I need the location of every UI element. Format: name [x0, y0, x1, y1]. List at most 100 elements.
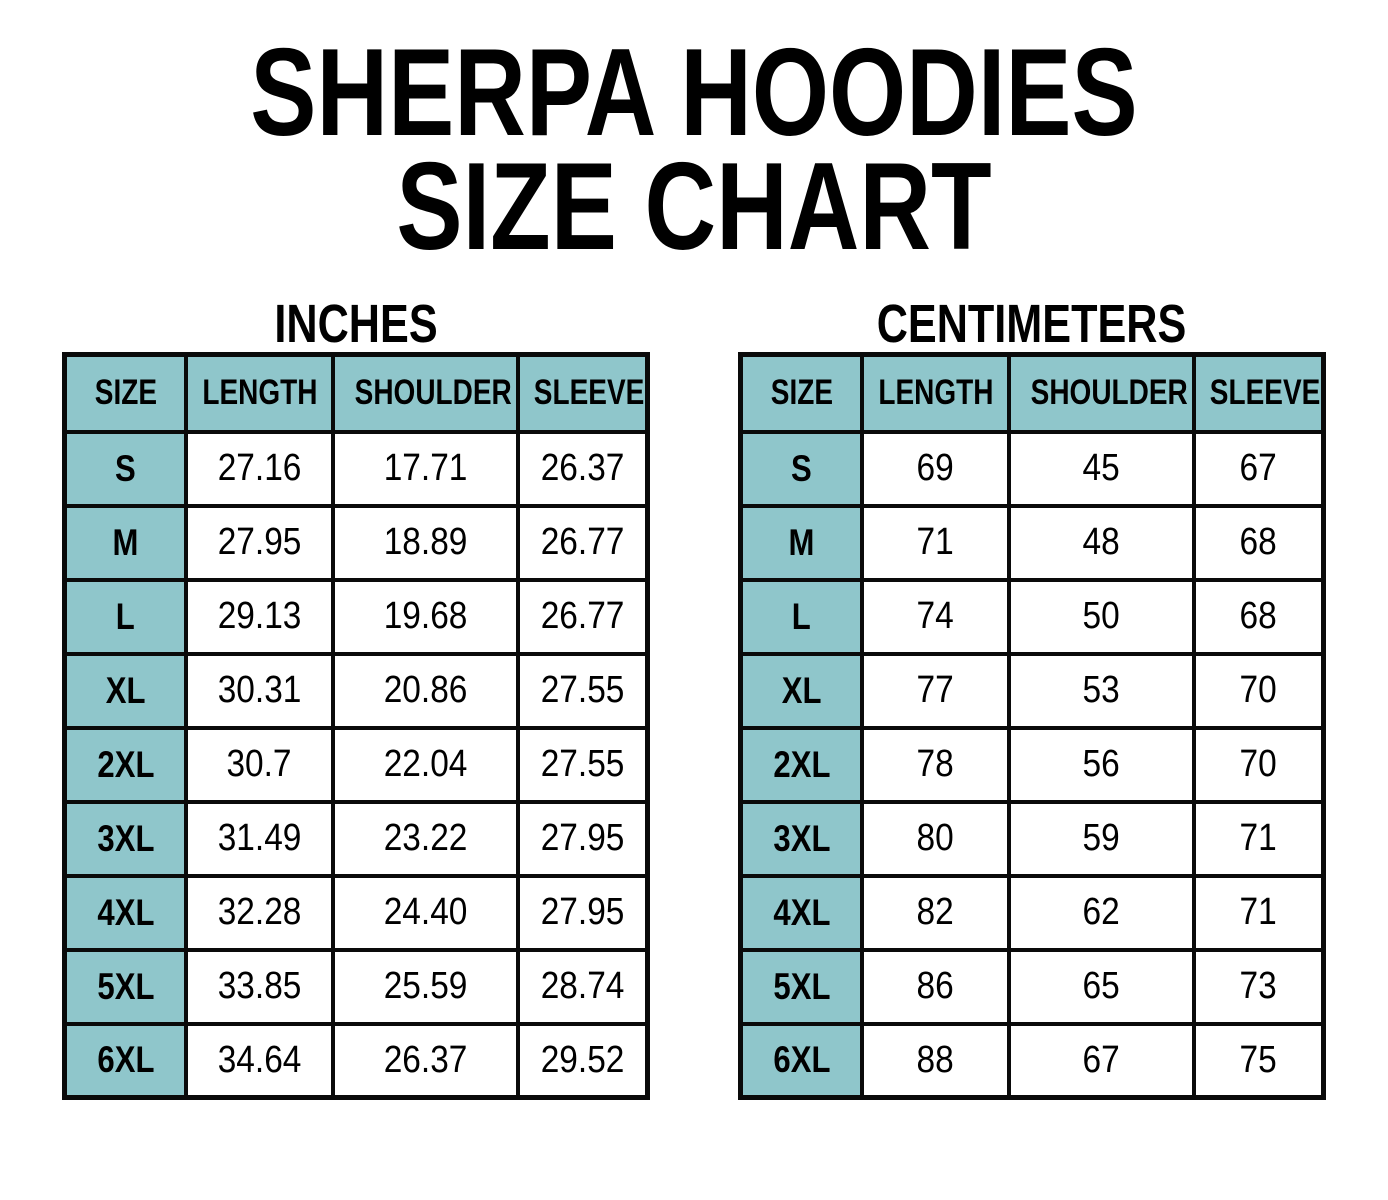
- centimeters-label: CENTIMETERS: [877, 294, 1187, 354]
- table-row: 2XL 78 56 70: [738, 725, 1326, 804]
- value-cell: 34.64: [184, 1021, 335, 1100]
- value-cell: 27.55: [515, 651, 650, 730]
- value-cell: 48: [1006, 503, 1196, 582]
- value-cell: 26.37: [515, 429, 650, 508]
- size-cell: M: [62, 503, 189, 582]
- table-row: 3XL 80 59 71: [738, 799, 1326, 878]
- value-cell: 26.77: [515, 577, 650, 656]
- value-cell: 70: [1191, 725, 1326, 804]
- value-cell: 69: [860, 429, 1011, 508]
- column-header: SLEEVE: [1191, 352, 1326, 434]
- value-cell: 68: [1191, 577, 1326, 656]
- value-cell: 27.95: [184, 503, 335, 582]
- size-cell: S: [738, 429, 865, 508]
- size-cell: 3XL: [738, 799, 865, 878]
- size-cell: L: [738, 577, 865, 656]
- size-cell: M: [738, 503, 865, 582]
- column-header: SLEEVE: [515, 352, 650, 434]
- table-row: L 74 50 68: [738, 577, 1326, 656]
- size-cell: 4XL: [738, 873, 865, 952]
- value-cell: 33.85: [184, 947, 335, 1026]
- value-cell: 67: [1191, 429, 1326, 508]
- value-cell: 56: [1006, 725, 1196, 804]
- size-cell: XL: [738, 651, 865, 730]
- centimeters-section: CENTIMETERS SIZE LENGTH SHOULDER SLEEVE S 69…: [738, 294, 1326, 1100]
- table-row: 4XL 32.28 24.40 27.95: [62, 873, 650, 952]
- value-cell: 23.22: [330, 799, 520, 878]
- value-cell: 68: [1191, 503, 1326, 582]
- value-cell: 53: [1006, 651, 1196, 730]
- value-cell: 26.77: [515, 503, 650, 582]
- value-cell: 26.37: [330, 1021, 520, 1100]
- value-cell: 24.40: [330, 873, 520, 952]
- inches-table: SIZE LENGTH SHOULDER SLEEVE S 27.16 17.71 26.3…: [62, 352, 650, 1100]
- table-row: M 71 48 68: [738, 503, 1326, 582]
- column-header: LENGTH: [860, 352, 1011, 434]
- value-cell: 77: [860, 651, 1011, 730]
- value-cell: 71: [1191, 799, 1326, 878]
- value-cell: 29.13: [184, 577, 335, 656]
- size-cell: S: [62, 429, 189, 508]
- value-cell: 31.49: [184, 799, 335, 878]
- size-cell: 6XL: [738, 1021, 865, 1100]
- value-cell: 67: [1006, 1021, 1196, 1100]
- value-cell: 27.16: [184, 429, 335, 508]
- value-cell: 30.7: [184, 725, 335, 804]
- inches-section: INCHES SIZE LENGTH SHOULDER SLEEVE S 27.16 17…: [62, 294, 650, 1100]
- title-line-1: SHERPA HOODIES: [250, 24, 1138, 162]
- value-cell: 88: [860, 1021, 1011, 1100]
- value-cell: 22.04: [330, 725, 520, 804]
- title-line-2: SIZE CHART: [396, 138, 992, 276]
- size-cell: 4XL: [62, 873, 189, 952]
- value-cell: 32.28: [184, 873, 335, 952]
- value-cell: 27.95: [515, 799, 650, 878]
- column-header: SIZE: [738, 352, 865, 434]
- value-cell: 28.74: [515, 947, 650, 1026]
- size-cell: 2XL: [738, 725, 865, 804]
- table-row: L 29.13 19.68 26.77: [62, 577, 650, 656]
- value-cell: 74: [860, 577, 1011, 656]
- value-cell: 30.31: [184, 651, 335, 730]
- page-title: SHERPA HOODIES SIZE CHART: [0, 0, 1388, 276]
- table-row: 3XL 31.49 23.22 27.95: [62, 799, 650, 878]
- size-cell: XL: [62, 651, 189, 730]
- value-cell: 82: [860, 873, 1011, 952]
- column-header: SIZE: [62, 352, 189, 434]
- value-cell: 18.89: [330, 503, 520, 582]
- size-cell: 6XL: [62, 1021, 189, 1100]
- column-header: SHOULDER: [1006, 352, 1196, 434]
- table-row: 4XL 82 62 71: [738, 873, 1326, 952]
- value-cell: 62: [1006, 873, 1196, 952]
- value-cell: 73: [1191, 947, 1326, 1026]
- inches-label: INCHES: [274, 294, 438, 354]
- value-cell: 71: [860, 503, 1011, 582]
- value-cell: 59: [1006, 799, 1196, 878]
- table-row: 2XL 30.7 22.04 27.55: [62, 725, 650, 804]
- value-cell: 70: [1191, 651, 1326, 730]
- table-row: 5XL 33.85 25.59 28.74: [62, 947, 650, 1026]
- column-header: SHOULDER: [330, 352, 520, 434]
- table-row: XL 77 53 70: [738, 651, 1326, 730]
- size-cell: 5XL: [62, 947, 189, 1026]
- value-cell: 25.59: [330, 947, 520, 1026]
- value-cell: 71: [1191, 873, 1326, 952]
- table-row: 6XL 88 67 75: [738, 1021, 1326, 1100]
- value-cell: 75: [1191, 1021, 1326, 1100]
- value-cell: 65: [1006, 947, 1196, 1026]
- tables-row: INCHES SIZE LENGTH SHOULDER SLEEVE S 27.16 17…: [0, 294, 1388, 1100]
- size-cell: L: [62, 577, 189, 656]
- table-row: S 69 45 67: [738, 429, 1326, 508]
- size-cell: 2XL: [62, 725, 189, 804]
- table-row: 6XL 34.64 26.37 29.52: [62, 1021, 650, 1100]
- value-cell: 78: [860, 725, 1011, 804]
- table-row: 5XL 86 65 73: [738, 947, 1326, 1026]
- value-cell: 20.86: [330, 651, 520, 730]
- centimeters-table: SIZE LENGTH SHOULDER SLEEVE S 69 45 67 M 71 48 68 L…: [738, 352, 1326, 1100]
- header-row: SIZE LENGTH SHOULDER SLEEVE: [738, 352, 1326, 434]
- value-cell: 45: [1006, 429, 1196, 508]
- table-row: M 27.95 18.89 26.77: [62, 503, 650, 582]
- column-header: LENGTH: [184, 352, 335, 434]
- value-cell: 80: [860, 799, 1011, 878]
- value-cell: 86: [860, 947, 1011, 1026]
